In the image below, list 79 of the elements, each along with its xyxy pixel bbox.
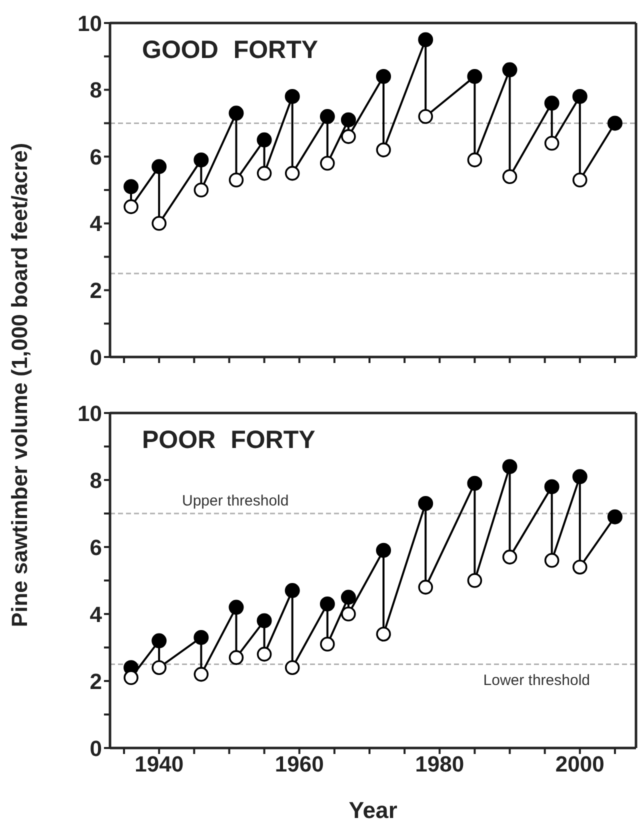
- y-axis-title: Pine sawtimber volume (1,000 board feet/acre): [7, 142, 33, 628]
- y-tick-label: 4: [90, 211, 103, 236]
- point: [572, 88, 588, 104]
- point: [124, 199, 138, 214]
- point: [502, 550, 518, 564]
- y-tick-label: 8: [90, 468, 102, 493]
- point: [124, 179, 139, 194]
- point: [228, 600, 244, 615]
- text: POOR FORTY: [142, 426, 316, 455]
- point: [124, 670, 138, 686]
- y-tick-label: 6: [90, 144, 102, 170]
- point: [228, 172, 244, 188]
- point: [256, 646, 272, 662]
- point: [320, 596, 335, 612]
- point: [320, 156, 335, 171]
- x-tick-label: 1940: [134, 752, 184, 777]
- point: [544, 479, 560, 494]
- point: [544, 553, 560, 568]
- point: [467, 476, 482, 491]
- point: [376, 542, 392, 558]
- y-tick-label: 2: [90, 278, 102, 304]
- x-tick-label: 1980: [415, 752, 464, 777]
- point: [152, 660, 166, 675]
- point: [418, 32, 434, 48]
- point: [340, 112, 356, 128]
- point: [467, 68, 482, 84]
- point: [152, 633, 167, 648]
- point: [544, 96, 560, 111]
- x-tick-label: 2000: [555, 752, 604, 777]
- y-tick-label: 10: [78, 400, 102, 426]
- y-tick-label: 2: [90, 668, 102, 694]
- point: [341, 129, 356, 144]
- point: [341, 606, 356, 622]
- y-tick-label: 6: [90, 534, 102, 560]
- y-tick-label: 0: [90, 344, 102, 370]
- point: [376, 142, 391, 158]
- point: [228, 650, 244, 665]
- x-tick-label: 1960: [274, 752, 324, 777]
- point: [418, 109, 433, 124]
- point: [572, 172, 588, 188]
- y-tick-label: 4: [90, 602, 103, 627]
- point: [467, 152, 482, 168]
- y-tick-label: 0: [90, 736, 102, 761]
- point: [607, 116, 622, 131]
- point: [572, 469, 588, 484]
- point: [284, 166, 300, 181]
- point: [376, 626, 391, 642]
- point: [467, 573, 482, 588]
- point: [418, 496, 434, 511]
- point: [502, 169, 518, 184]
- point: [194, 630, 209, 645]
- point: [284, 660, 300, 675]
- point: [194, 152, 209, 168]
- point: [256, 132, 272, 148]
- y-tick-label: 8: [90, 78, 102, 103]
- point: [340, 590, 356, 605]
- point: [194, 182, 209, 198]
- point: [544, 136, 560, 151]
- point: [320, 109, 335, 124]
- point: [607, 509, 622, 524]
- text: GOOD FORTY: [142, 36, 318, 65]
- y-tick-label: 10: [78, 10, 102, 36]
- point: [256, 613, 272, 628]
- point: [502, 62, 518, 78]
- point: [572, 560, 588, 574]
- point: [502, 459, 518, 474]
- point: [152, 216, 166, 231]
- point: [284, 583, 300, 598]
- point: [284, 88, 300, 104]
- point: [418, 580, 433, 595]
- point: [194, 666, 209, 682]
- point: [228, 106, 244, 121]
- x-axis-title: Year: [348, 797, 398, 821]
- ref-line-label: Upper threshold: [182, 492, 289, 510]
- ref-line-label: Lower threshold: [483, 672, 590, 689]
- point: [152, 159, 167, 174]
- point: [256, 166, 272, 181]
- point: [376, 68, 392, 84]
- point: [320, 636, 335, 652]
